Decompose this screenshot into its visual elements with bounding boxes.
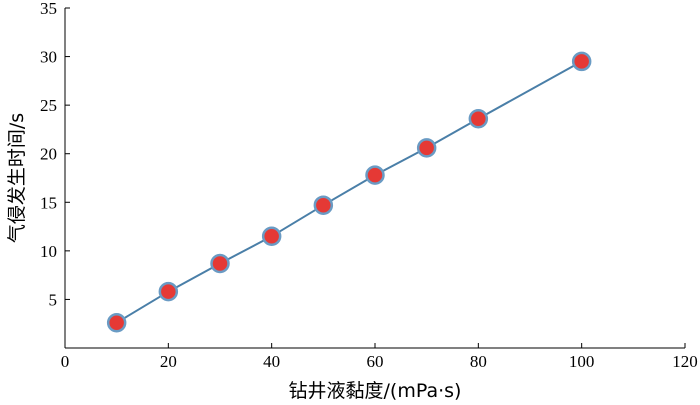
data-point — [571, 51, 592, 72]
data-point — [365, 165, 385, 185]
y-tick-label: 10 — [40, 242, 57, 261]
data-point — [416, 138, 437, 158]
y-tick-label: 30 — [40, 48, 57, 67]
x-tick-label: 0 — [61, 352, 70, 371]
x-axis-title: 钻井液黏度/(mPa·s) — [289, 380, 462, 402]
series-layer — [106, 51, 592, 333]
y-tick-label: 20 — [40, 145, 57, 164]
data-point — [158, 281, 179, 302]
y-tick-label: 35 — [40, 0, 57, 18]
data-point — [106, 312, 127, 333]
data-point — [468, 108, 489, 129]
series-line — [116, 60, 583, 324]
x-tick-label: 100 — [569, 352, 595, 371]
x-tick-label: 120 — [672, 352, 698, 371]
x-tick-label: 20 — [160, 352, 177, 371]
y-axis-title: 气侵发生时间/s — [6, 113, 28, 243]
data-point — [210, 253, 230, 274]
x-tick-label: 60 — [367, 352, 384, 371]
data-point — [313, 195, 334, 215]
data-point — [261, 226, 282, 247]
y-axis-ticks: 5 10 15 20 25 30 35 — [40, 0, 70, 309]
y-tick-label: 15 — [40, 193, 57, 212]
x-axis-ticks: 0 20 40 60 80 100 120 — [61, 343, 698, 371]
y-tick-label: 25 — [40, 96, 57, 115]
x-tick-label: 40 — [263, 352, 280, 371]
y-tick-label: 5 — [49, 290, 58, 309]
x-tick-label: 80 — [470, 352, 487, 371]
